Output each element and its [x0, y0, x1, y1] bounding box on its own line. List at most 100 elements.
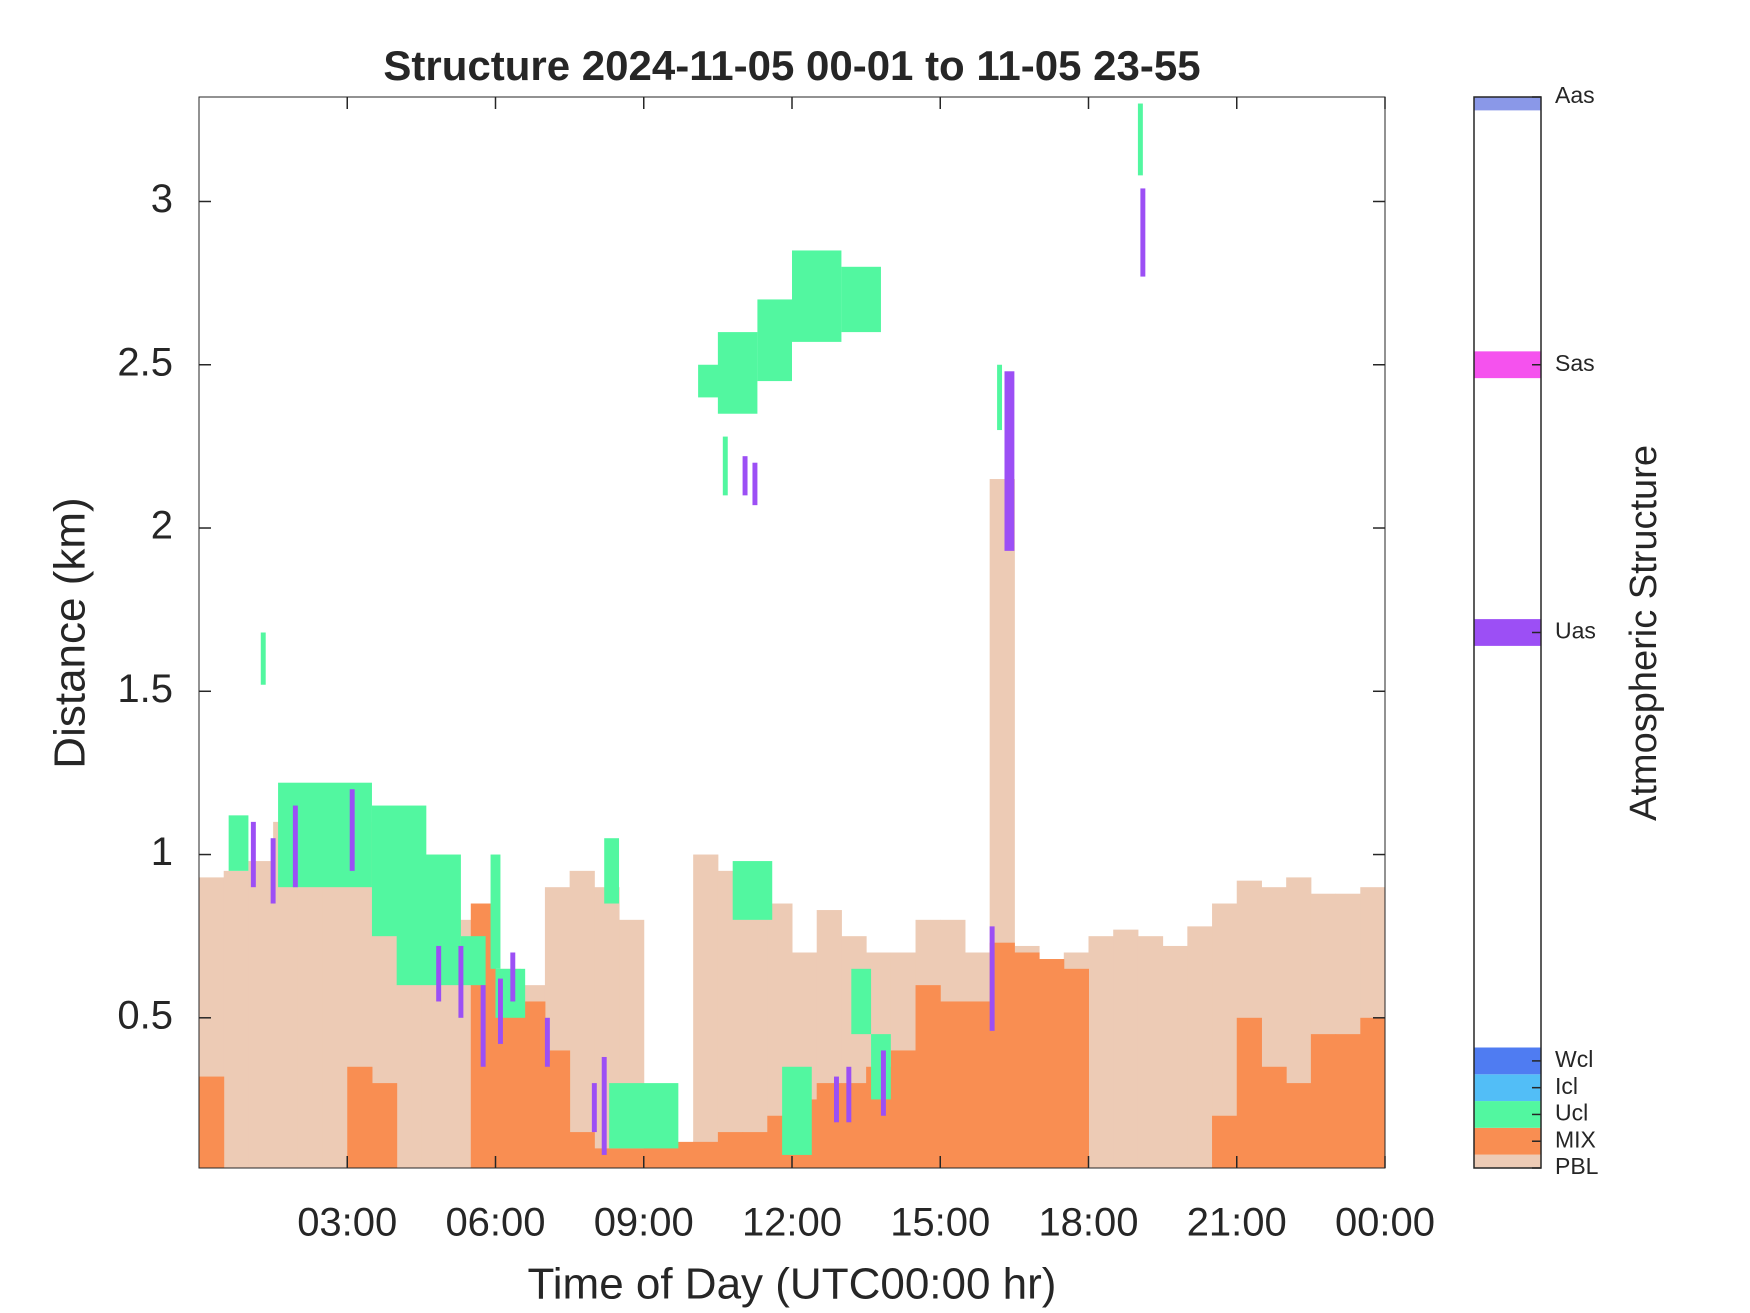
mix-column	[199, 1076, 225, 1168]
structure-segment	[851, 968, 872, 1035]
mix-column	[915, 985, 941, 1168]
colorbar-tick-label: Uas	[1555, 618, 1596, 644]
structure-segment	[460, 936, 486, 986]
colorbar-band	[1474, 1127, 1541, 1155]
colorbar-tick-label: Wcl	[1555, 1046, 1593, 1072]
colorbar-band	[1474, 97, 1541, 111]
structure-segment	[841, 266, 881, 333]
mix-column	[1310, 1034, 1337, 1168]
structure-segment	[742, 456, 748, 496]
x-tick-label: 00:00	[1335, 1201, 1435, 1245]
mix-column	[569, 1132, 595, 1168]
mix-column	[1261, 1066, 1287, 1168]
mix-column	[544, 1050, 571, 1168]
structure-segment	[782, 1066, 812, 1155]
mix-column	[890, 1050, 917, 1168]
colorbar-tick-label: PBL	[1555, 1153, 1599, 1179]
mix-column	[742, 1132, 768, 1168]
structure-segment	[792, 250, 842, 342]
structure-segment	[480, 985, 486, 1067]
structure-segment	[349, 789, 355, 871]
structure-segment	[292, 805, 298, 888]
mix-column	[594, 1148, 620, 1168]
structure-segment	[1137, 103, 1143, 176]
y-axis-label: Distance (km)	[46, 497, 95, 768]
mix-column	[347, 1066, 373, 1168]
colorbar-band	[1474, 1154, 1541, 1168]
x-tick-label: 03:00	[297, 1201, 397, 1245]
y-tick-label: 3	[151, 177, 173, 221]
structure-segment	[270, 838, 276, 904]
mix-column	[1039, 959, 1065, 1168]
colorbar-tick-label: MIX	[1555, 1126, 1596, 1152]
x-tick-label: 09:00	[594, 1201, 694, 1245]
y-tick-label: 1	[151, 830, 173, 874]
pbl-column	[1113, 929, 1139, 1168]
structure-segment	[989, 926, 995, 1031]
structure-segment	[871, 1034, 891, 1100]
x-tick-label: 15:00	[890, 1201, 990, 1245]
colorbar-band	[1474, 1074, 1541, 1102]
structure-segment	[757, 299, 792, 382]
structure-segment	[1004, 371, 1015, 551]
structure-segment	[717, 332, 758, 414]
structure-segment	[260, 632, 266, 685]
pbl-column	[1162, 945, 1188, 1168]
colorbar-tick-label: Icl	[1555, 1073, 1578, 1099]
structure-segment	[544, 1017, 550, 1067]
pbl-column	[742, 880, 768, 1168]
mix-column	[964, 1001, 991, 1168]
structure-segment	[1140, 188, 1146, 277]
mix-column	[1014, 952, 1040, 1168]
structure-segment	[609, 1083, 679, 1149]
chart-title: Structure 2024-11-05 00-01 to 11-05 23-5…	[383, 42, 1200, 89]
mix-column	[940, 1001, 966, 1168]
colorbar-tick-label: Sas	[1555, 350, 1595, 376]
mix-column	[1212, 1115, 1238, 1168]
structure-segment	[436, 945, 442, 1002]
pbl-column	[248, 861, 274, 1168]
x-axis-label: Time of Day (UTC00:00 hr)	[528, 1260, 1057, 1309]
mix-column	[520, 1001, 546, 1168]
y-tick-label: 2.5	[117, 340, 173, 384]
mix-column	[717, 1132, 744, 1168]
y-tick-label: 2	[151, 504, 173, 548]
colorbar-band	[1474, 1047, 1541, 1075]
pbl-column	[693, 854, 719, 1168]
mix-column	[1236, 1017, 1262, 1168]
mix-column	[841, 1083, 867, 1168]
structure-segment	[497, 978, 503, 1044]
structure-segment	[278, 782, 372, 888]
pbl-column	[1137, 936, 1164, 1168]
colorbar-tick-label: Ucl	[1555, 1100, 1588, 1126]
x-tick-label: 06:00	[445, 1201, 545, 1245]
colorbar-tick-label: Aas	[1555, 82, 1595, 108]
structure-segment	[458, 945, 464, 1018]
structure-segment	[846, 1066, 852, 1123]
mix-column	[619, 1148, 645, 1168]
y-tick-label: 1.5	[117, 667, 173, 711]
structure-segment	[396, 854, 461, 986]
structure-segment	[732, 861, 773, 920]
mix-column	[1286, 1083, 1312, 1168]
structure-segment	[601, 1056, 607, 1155]
colorbar-band	[1474, 1101, 1541, 1128]
mix-column	[371, 1083, 398, 1168]
pbl-column	[717, 870, 744, 1168]
x-tick-label: 18:00	[1038, 1201, 1138, 1245]
pbl-column	[1187, 926, 1213, 1168]
x-tick-label: 21:00	[1187, 1201, 1287, 1245]
structure-segment	[228, 815, 249, 871]
structure-segment	[834, 1076, 839, 1123]
colorbar-band	[1474, 351, 1541, 379]
pbl-column	[1088, 936, 1114, 1168]
structure-segment	[997, 364, 1003, 431]
colorbar-band	[1474, 619, 1541, 646]
x-tick-label: 12:00	[742, 1201, 842, 1245]
structure-segment	[490, 854, 501, 969]
structure-segment	[250, 821, 256, 888]
structure-segment	[880, 1050, 886, 1116]
mix-column	[1335, 1034, 1361, 1168]
mix-column	[1360, 1017, 1386, 1168]
